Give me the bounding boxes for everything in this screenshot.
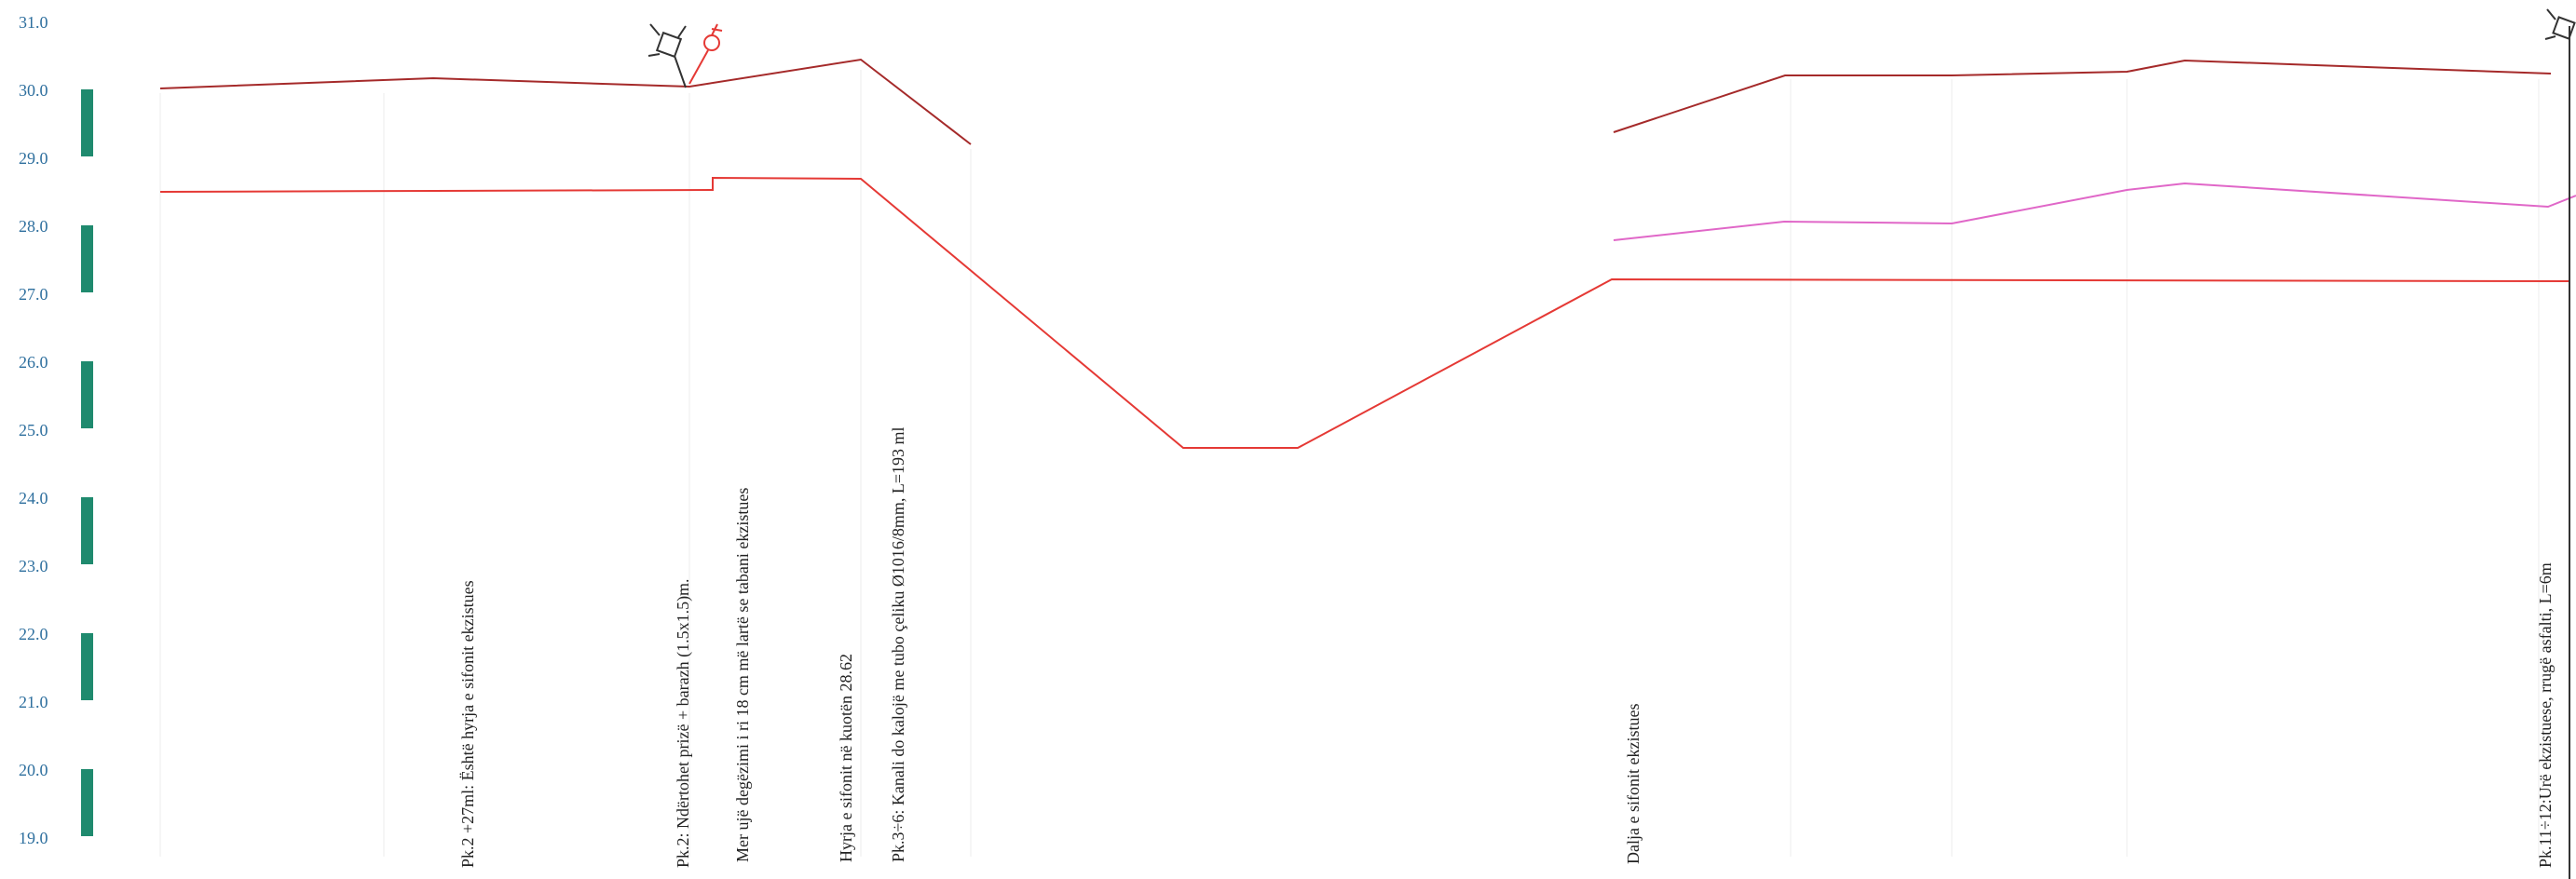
elevation-tick: 29.0 — [19, 149, 48, 168]
elevation-tick: 24.0 — [19, 489, 48, 507]
annotation-pk3-6: Pk.3÷6: Kanali do kalojë me tubo çeliku … — [889, 427, 907, 862]
scale-bar — [81, 769, 93, 836]
scale-bar — [81, 633, 93, 700]
scale-bar — [81, 225, 93, 292]
station-guides — [159, 70, 2540, 857]
scale-bar — [81, 497, 93, 564]
water-surface-line — [1613, 182, 2576, 241]
female-symbol-icon — [688, 23, 723, 85]
ground-line-left — [159, 58, 972, 145]
elevation-tick: 25.0 — [19, 421, 48, 440]
annotation-water-intake: Mer ujë degëzimi i ri 18 cm më lartë se … — [733, 488, 752, 862]
elevation-tick: 26.0 — [19, 353, 48, 372]
canal-bed-line — [159, 176, 2570, 449]
valve-icon — [2544, 8, 2576, 71]
annotation-pk2-27: Pk.2 +27ml: Është hyrja e sifonit ekzist… — [458, 580, 477, 868]
valve-icon — [647, 23, 687, 88]
elevation-tick: 27.0 — [19, 285, 48, 304]
elevation-tick: 19.0 — [19, 829, 48, 847]
ground-line-right — [1613, 59, 2552, 133]
elevation-tick: 31.0 — [19, 13, 48, 32]
elevation-tick: 21.0 — [19, 693, 48, 711]
elevation-tick: 28.0 — [19, 217, 48, 236]
elevation-tick: 30.0 — [19, 81, 48, 100]
elevation-axis: 31.0 30.0 29.0 28.0 27.0 26.0 25.0 24.0 … — [19, 13, 48, 847]
elevation-scale-bars — [81, 89, 93, 836]
annotation-siphon-entry: Hyrja e sifonit në kuotën 28.62 — [837, 654, 855, 862]
elevation-tick: 20.0 — [19, 761, 48, 779]
elevation-tick: 23.0 — [19, 557, 48, 575]
elevation-tick: 22.0 — [19, 625, 48, 643]
scale-bar — [81, 361, 93, 428]
annotation-pk2-prize: Pk.2: Ndërtohet prizë + barazh (1.5x1.5)… — [674, 578, 693, 868]
scale-bar — [81, 89, 93, 156]
annotation-siphon-exit: Dalja e sifonit ekzistues — [1624, 704, 1642, 864]
annotation-pk11-12: Pk.11÷12:Urë ekzistuese, rrugë asfalti, … — [2536, 562, 2555, 868]
